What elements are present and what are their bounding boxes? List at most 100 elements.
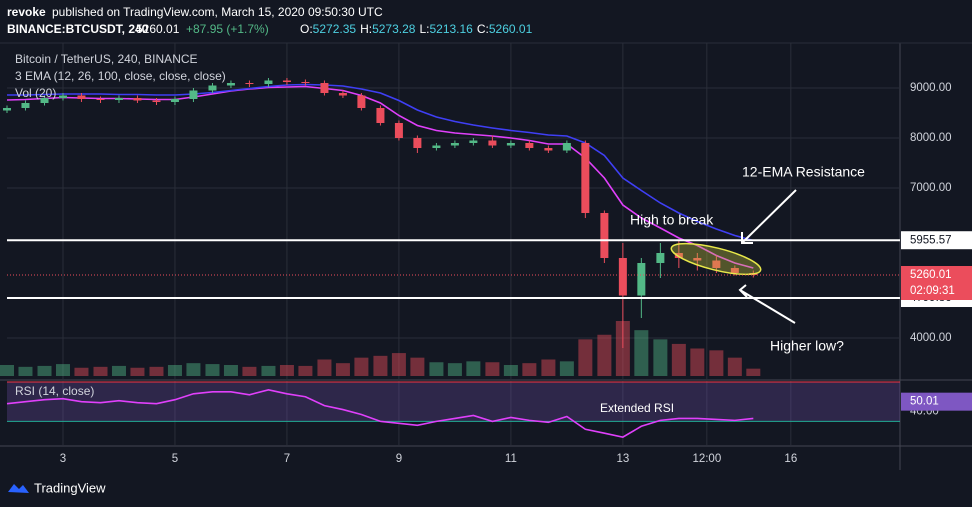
rsi-band [7, 381, 900, 422]
volume-bar [690, 348, 705, 376]
candle-body [394, 123, 403, 138]
volume-bar [615, 321, 630, 376]
ohlc-label: C: [477, 22, 489, 36]
volume-bar [447, 363, 462, 376]
volume-bar [111, 365, 126, 376]
volume-bar [503, 365, 518, 376]
volume-bar [391, 353, 406, 376]
candle-body [58, 95, 67, 98]
volume-bar [522, 363, 537, 376]
candle-body [618, 258, 627, 296]
candle-body [338, 93, 347, 96]
volume-bar [746, 368, 761, 376]
author: revoke [7, 5, 46, 19]
highlight-ellipse [670, 242, 762, 276]
candle-body [432, 145, 441, 148]
candle-body [245, 83, 254, 84]
annotation: 12-EMA Resistance [742, 164, 865, 180]
candle-body [226, 83, 235, 86]
candle-body [450, 143, 459, 146]
candle-body [114, 98, 123, 100]
volume-bar [541, 359, 556, 376]
change: +87.95 (+1.7%) [186, 22, 269, 36]
y-tick-label: 9000.00 [910, 82, 952, 94]
candle-body [282, 80, 291, 82]
ohlc-value: 5213.16 [429, 22, 473, 36]
candle-body [581, 143, 590, 213]
x-tick-label: 13 [616, 453, 629, 465]
candle-body [656, 253, 665, 263]
volume-bar [653, 339, 668, 376]
volume-bar [634, 330, 649, 376]
volume-bar [429, 362, 444, 376]
x-tick-label: 11 [505, 453, 517, 465]
vol-legend: Vol (20) [15, 86, 56, 100]
ohlc-value: 5260.01 [489, 22, 533, 36]
candle-body [21, 103, 30, 108]
volume-bar [279, 365, 294, 376]
rsi-legend: RSI (14, close) [15, 384, 94, 398]
candle-body [264, 80, 273, 84]
x-tick-label: 3 [60, 453, 66, 465]
candle-body [469, 140, 478, 143]
candles [3, 78, 758, 348]
ema-line [6, 85, 754, 269]
published: published on TradingView.com, March 15, … [52, 5, 383, 19]
volume-bar [709, 350, 724, 376]
volume-bar [74, 367, 89, 376]
candle-body [674, 253, 683, 258]
x-tick-label: 16 [784, 453, 797, 465]
volume-bar [354, 357, 369, 376]
volume-bar [130, 367, 145, 376]
annotation: Extended RSI [600, 401, 674, 415]
volume-bar [18, 366, 33, 376]
volume-bar [298, 365, 313, 376]
arrows [738, 189, 797, 324]
candle-body [189, 90, 198, 99]
candle-body [693, 258, 702, 261]
candle-body [525, 143, 534, 148]
candle-body [413, 138, 422, 148]
ohlc-value: 5273.28 [372, 22, 416, 36]
grid: 4000.00 7000.00 8000.00 9000.00 3 5 7 9 11 13 12:0… [7, 43, 952, 465]
volume-bar [485, 362, 500, 376]
annotation: High to break [630, 212, 714, 228]
volume-bar [37, 365, 52, 376]
x-tick-label: 9 [396, 453, 402, 465]
chart-title: Bitcoin / TetherUS, 240, BINANCE [15, 52, 198, 66]
annotation: Higher low? [770, 338, 844, 354]
rsi-last-label: 50.01 [910, 396, 939, 408]
y-tick-label: 8000.00 [910, 132, 952, 144]
ema-line [7, 83, 754, 242]
last-price-box [901, 265, 972, 300]
y-tick-label: 7000.00 [910, 182, 952, 194]
candle-body [320, 83, 329, 93]
candle-body [208, 85, 217, 91]
volume-bar [410, 357, 425, 376]
candle-body [488, 140, 497, 146]
logo-icon [8, 484, 29, 493]
countdown: 02:09:31 [910, 285, 955, 297]
ohlc-label: L: [419, 22, 429, 36]
candle-body [301, 82, 310, 83]
candle-body [730, 268, 739, 273]
level-label-box [901, 231, 972, 250]
volume-bar [317, 359, 332, 376]
symbol: BINANCE:BTCUSDT, 240 [7, 22, 149, 36]
volume-bar [373, 355, 388, 376]
candle-body [712, 260, 721, 268]
volume-bar [0, 365, 14, 376]
ema-legend: 3 EMA (12, 26, 100, close, close, close) [15, 69, 226, 83]
candle-body [170, 99, 179, 102]
volume-bar [261, 365, 276, 376]
volume-bar [671, 343, 686, 376]
ohlc-label: O: [300, 22, 313, 36]
volume-bar [186, 363, 201, 376]
volume-bar [335, 363, 350, 376]
x-tick-label: 12:00 [692, 453, 721, 465]
ohlc: O: 5272.35 H: 5273.28 L: 5213.16 C: 5260.01 [300, 22, 533, 36]
brand[interactable]: TradingView [34, 480, 106, 495]
candle-body [96, 99, 105, 100]
